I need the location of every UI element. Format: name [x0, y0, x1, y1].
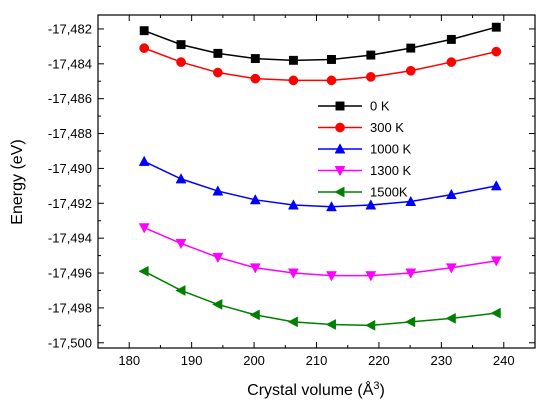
- x-tick-label: 220: [368, 353, 390, 368]
- data-point: [325, 319, 336, 330]
- series-1500k: [138, 265, 501, 331]
- data-point: [445, 312, 456, 324]
- data-point: [326, 201, 337, 212]
- legend-marker: [334, 166, 346, 177]
- data-point: [405, 316, 416, 328]
- x-axis-title: Crystal volume (Å3): [247, 380, 385, 399]
- data-point: [446, 34, 456, 44]
- legend-label: 1500K: [370, 185, 408, 200]
- data-point: [176, 57, 186, 67]
- data-point: [365, 271, 377, 282]
- legend-label: 1300 K: [370, 163, 412, 178]
- x-tick-label: 180: [118, 353, 140, 368]
- legend-item: 1300 K: [318, 163, 412, 178]
- x-tick-label: 240: [493, 353, 515, 368]
- series-line: [143, 47, 497, 82]
- series-line: [143, 227, 497, 277]
- series-line: [143, 160, 497, 208]
- data-point: [491, 46, 502, 57]
- legend-label: 300 K: [370, 120, 404, 135]
- data-point: [139, 26, 149, 36]
- data-point: [138, 265, 149, 277]
- legend: 0 K 300 K 1000 K 1300 K 1500K: [318, 99, 412, 200]
- data-point: [490, 256, 502, 267]
- legend-label: 0 K: [370, 99, 390, 114]
- data-point: [366, 50, 376, 60]
- data-point: [405, 195, 417, 206]
- data-point: [175, 285, 186, 296]
- data-point: [446, 57, 457, 67]
- y-axis-title: Energy (eV): [9, 139, 26, 224]
- x-tick-label: 210: [306, 353, 328, 368]
- series-300k: [139, 43, 502, 86]
- y-tick-label: -17,498: [48, 300, 92, 315]
- legend-label: 1000 K: [370, 142, 412, 157]
- data-point: [176, 40, 186, 50]
- data-point: [326, 75, 337, 86]
- data-point: [212, 298, 223, 310]
- legend-marker: [335, 122, 345, 133]
- x-tick-label: 200: [243, 353, 265, 368]
- y-tick-label: -17,490: [48, 161, 92, 176]
- data-point: [287, 199, 299, 210]
- legend-marker: [335, 101, 345, 111]
- data-point: [288, 75, 299, 86]
- data-point: [406, 43, 416, 53]
- data-point: [249, 309, 260, 321]
- legend-item: 1500K: [318, 185, 408, 200]
- y-tick-label: -17,488: [48, 126, 92, 141]
- y-tick-label: -17,482: [48, 21, 92, 36]
- data-point: [365, 199, 377, 210]
- series-line: [143, 26, 497, 62]
- data-point: [138, 155, 150, 166]
- axes: 180 190 200 210 220 230 240 -17,482 -17,484 -17,4…: [48, 15, 536, 368]
- data-point: [138, 223, 150, 234]
- data-point: [212, 185, 224, 196]
- data-point: [445, 188, 457, 200]
- series-line: [143, 270, 497, 327]
- data-point: [175, 238, 187, 250]
- legend-item: 300 K: [318, 120, 404, 135]
- data-point: [212, 252, 224, 264]
- series-1300k: [138, 223, 502, 282]
- plot-frame: [97, 14, 536, 349]
- data-point: [405, 268, 417, 279]
- series-0k: [139, 22, 501, 65]
- y-tick-label: -17,492: [48, 196, 92, 211]
- legend-marker: [334, 186, 345, 198]
- data-point: [287, 268, 299, 279]
- x-tick-label: 230: [431, 353, 453, 368]
- x-tick-label: 190: [181, 353, 203, 368]
- data-point: [213, 48, 223, 58]
- series-1000k: [138, 155, 502, 212]
- data-point: [249, 194, 261, 205]
- y-tick-label: -17,496: [48, 266, 92, 281]
- y-tick-label: -17,494: [48, 231, 92, 246]
- data-point: [490, 307, 501, 319]
- legend-item: 0 K: [318, 99, 390, 114]
- data-point: [288, 55, 298, 65]
- data-point: [327, 55, 336, 64]
- data-point: [490, 180, 502, 191]
- data-point: [491, 22, 501, 32]
- series-layer: [138, 22, 502, 331]
- data-point: [365, 319, 376, 331]
- data-point: [287, 316, 298, 328]
- data-point: [445, 263, 457, 274]
- data-point: [175, 173, 187, 184]
- data-point: [250, 54, 260, 64]
- y-tick-label: -17,486: [48, 91, 92, 106]
- y-tick-label: -17,500: [48, 335, 92, 350]
- data-point: [326, 271, 337, 282]
- data-point: [405, 65, 416, 76]
- data-point: [249, 263, 261, 274]
- data-point: [365, 72, 376, 82]
- y-tick-label: -17,484: [48, 56, 92, 71]
- legend-item: 1000 K: [318, 142, 412, 157]
- data-point: [139, 43, 150, 53]
- data-point: [213, 67, 223, 78]
- legend-marker: [334, 143, 346, 154]
- data-point: [250, 73, 261, 84]
